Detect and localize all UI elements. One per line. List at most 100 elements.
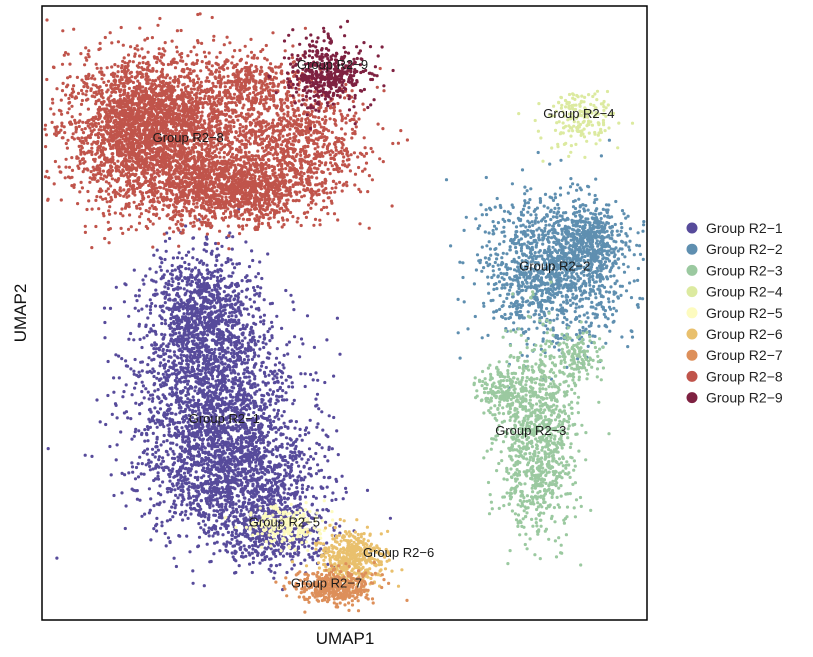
data-point: [148, 464, 152, 468]
data-point: [239, 434, 244, 438]
data-point: [246, 341, 250, 345]
data-point: [223, 378, 227, 382]
data-point: [177, 468, 181, 473]
data-point: [278, 563, 282, 567]
data-point: [264, 365, 268, 370]
data-point: [293, 551, 297, 555]
data-point: [254, 460, 258, 464]
data-point: [559, 158, 563, 162]
data-point: [281, 458, 285, 462]
data-point: [230, 389, 234, 393]
data-point: [153, 304, 158, 308]
data-point: [630, 335, 635, 339]
data-point: [143, 512, 147, 516]
data-point: [228, 297, 232, 301]
data-point: [90, 454, 94, 458]
data-point: [144, 323, 148, 327]
data-point: [185, 283, 189, 287]
data-point: [140, 401, 144, 405]
data-point: [590, 300, 594, 304]
data-point: [221, 470, 225, 474]
data-point: [508, 276, 512, 280]
data-point: [312, 345, 316, 349]
data-point: [46, 447, 50, 451]
data-point: [273, 571, 277, 575]
data-point: [179, 334, 183, 338]
data-point: [253, 374, 257, 378]
data-point: [226, 493, 230, 497]
data-point: [176, 420, 180, 425]
data-point: [163, 333, 167, 337]
data-point: [203, 380, 207, 384]
data-point: [224, 338, 228, 342]
data-point: [192, 398, 196, 402]
data-point: [216, 405, 220, 409]
data-point: [152, 374, 156, 379]
data-point: [584, 241, 588, 245]
data-point: [198, 341, 202, 345]
data-point: [298, 502, 302, 506]
data-point: [192, 434, 196, 438]
data-point: [523, 192, 527, 196]
data-point: [593, 193, 597, 198]
data-point: [151, 467, 155, 471]
data-point: [151, 323, 156, 327]
data-point: [188, 550, 192, 554]
data-point: [196, 372, 200, 376]
data-point: [185, 534, 189, 538]
data-point: [120, 471, 124, 475]
data-point: [293, 335, 297, 339]
data-point: [279, 375, 283, 379]
data-point: [112, 390, 116, 394]
data-point: [607, 290, 612, 294]
data-point: [137, 370, 141, 374]
data-point: [236, 467, 240, 471]
data-point: [638, 296, 642, 300]
data-point: [265, 391, 269, 396]
data-point: [205, 307, 209, 311]
data-point: [122, 300, 126, 304]
data-point: [584, 296, 588, 300]
data-point: [177, 331, 181, 335]
data-point: [140, 307, 144, 311]
data-point: [273, 464, 277, 468]
data-point: [184, 509, 188, 513]
data-point: [253, 432, 257, 436]
data-point: [503, 286, 507, 290]
data-point: [169, 402, 173, 407]
data-point: [189, 385, 194, 389]
data-point: [242, 350, 246, 354]
data-point: [308, 555, 312, 559]
data-point: [222, 369, 226, 373]
data-point: [220, 486, 224, 490]
data-point: [201, 442, 205, 446]
data-point: [141, 278, 145, 282]
data-point: [239, 482, 243, 486]
data-point: [226, 516, 231, 520]
data-point: [215, 530, 219, 534]
data-point: [148, 425, 152, 429]
data-point: [152, 357, 156, 361]
data-point: [224, 502, 228, 506]
data-point: [150, 343, 154, 347]
data-point: [247, 375, 251, 379]
data-point: [262, 403, 266, 407]
data-point: [237, 292, 241, 296]
data-point: [133, 386, 137, 390]
data-point: [207, 534, 211, 538]
data-point: [234, 398, 238, 402]
data-point: [258, 335, 262, 339]
data-point: [163, 239, 168, 243]
data-point: [171, 361, 175, 365]
data-point: [191, 494, 196, 498]
data-point: [620, 209, 625, 213]
data-point: [184, 393, 188, 398]
data-point: [553, 196, 558, 200]
data-point: [275, 394, 279, 398]
data-point: [231, 555, 235, 559]
data-point: [171, 515, 175, 519]
data-point: [292, 398, 296, 402]
data-point: [159, 361, 163, 365]
data-point: [176, 478, 180, 482]
data-point: [280, 414, 284, 418]
